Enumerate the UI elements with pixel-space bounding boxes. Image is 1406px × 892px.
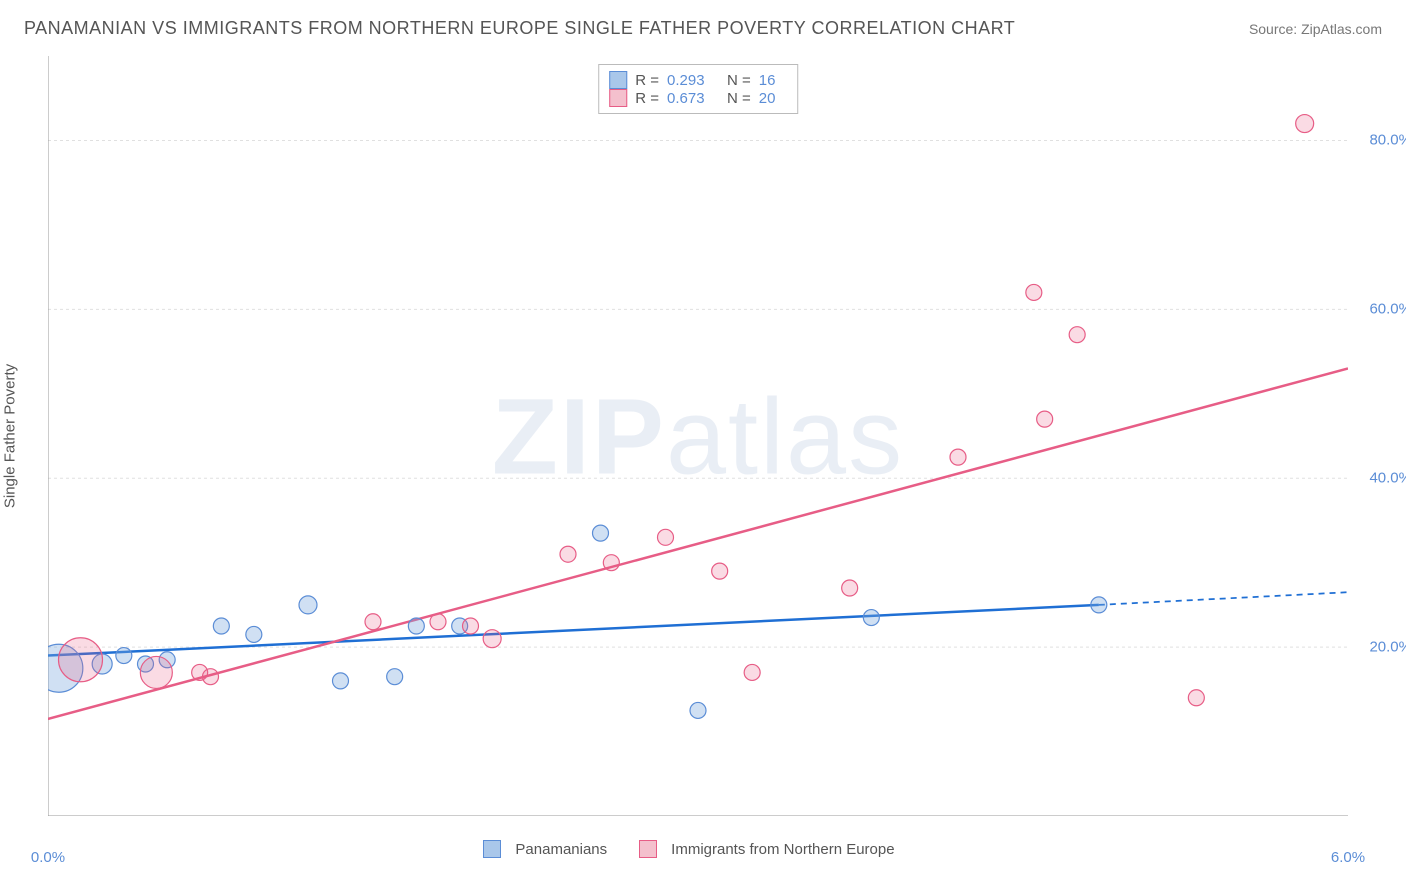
legend-series: Panamanians Immigrants from Northern Euro… [48, 840, 1348, 858]
legend-r-value: 0.673 [667, 90, 719, 107]
legend-n-value: 16 [759, 72, 787, 89]
legend-stats-row: R = 0.673 N = 20 [609, 89, 787, 107]
legend-r-label: R = [635, 72, 659, 89]
legend-swatch [639, 840, 657, 858]
x-tick-label: 0.0% [31, 849, 65, 866]
legend-series-label: Panamanians [515, 841, 607, 858]
source-label: Source: ZipAtlas.com [1249, 21, 1382, 37]
legend-n-label: N = [727, 90, 751, 107]
legend-swatch [609, 71, 627, 89]
legend-n-value: 20 [759, 90, 787, 107]
legend-swatch [483, 840, 501, 858]
legend-series-label: Immigrants from Northern Europe [671, 841, 894, 858]
y-tick-label: 40.0% [1369, 470, 1406, 487]
page-title: PANAMANIAN VS IMMIGRANTS FROM NORTHERN E… [24, 18, 1015, 39]
legend-stats-row: R = 0.293 N = 16 [609, 71, 787, 89]
legend-r-value: 0.293 [667, 72, 719, 89]
scatter-plot [48, 56, 1348, 816]
y-tick-label: 80.0% [1369, 132, 1406, 149]
x-tick-label: 6.0% [1331, 849, 1365, 866]
y-axis-label: Single Father Poverty [2, 364, 19, 508]
legend-swatch [609, 89, 627, 107]
y-tick-label: 60.0% [1369, 301, 1406, 318]
legend-r-label: R = [635, 90, 659, 107]
legend-stats: R = 0.293 N = 16 R = 0.673 N = 20 [598, 64, 798, 114]
correlation-chart: Single Father Poverty ZIPatlas R = 0.293… [48, 56, 1348, 816]
y-tick-label: 20.0% [1369, 639, 1406, 656]
legend-n-label: N = [727, 72, 751, 89]
